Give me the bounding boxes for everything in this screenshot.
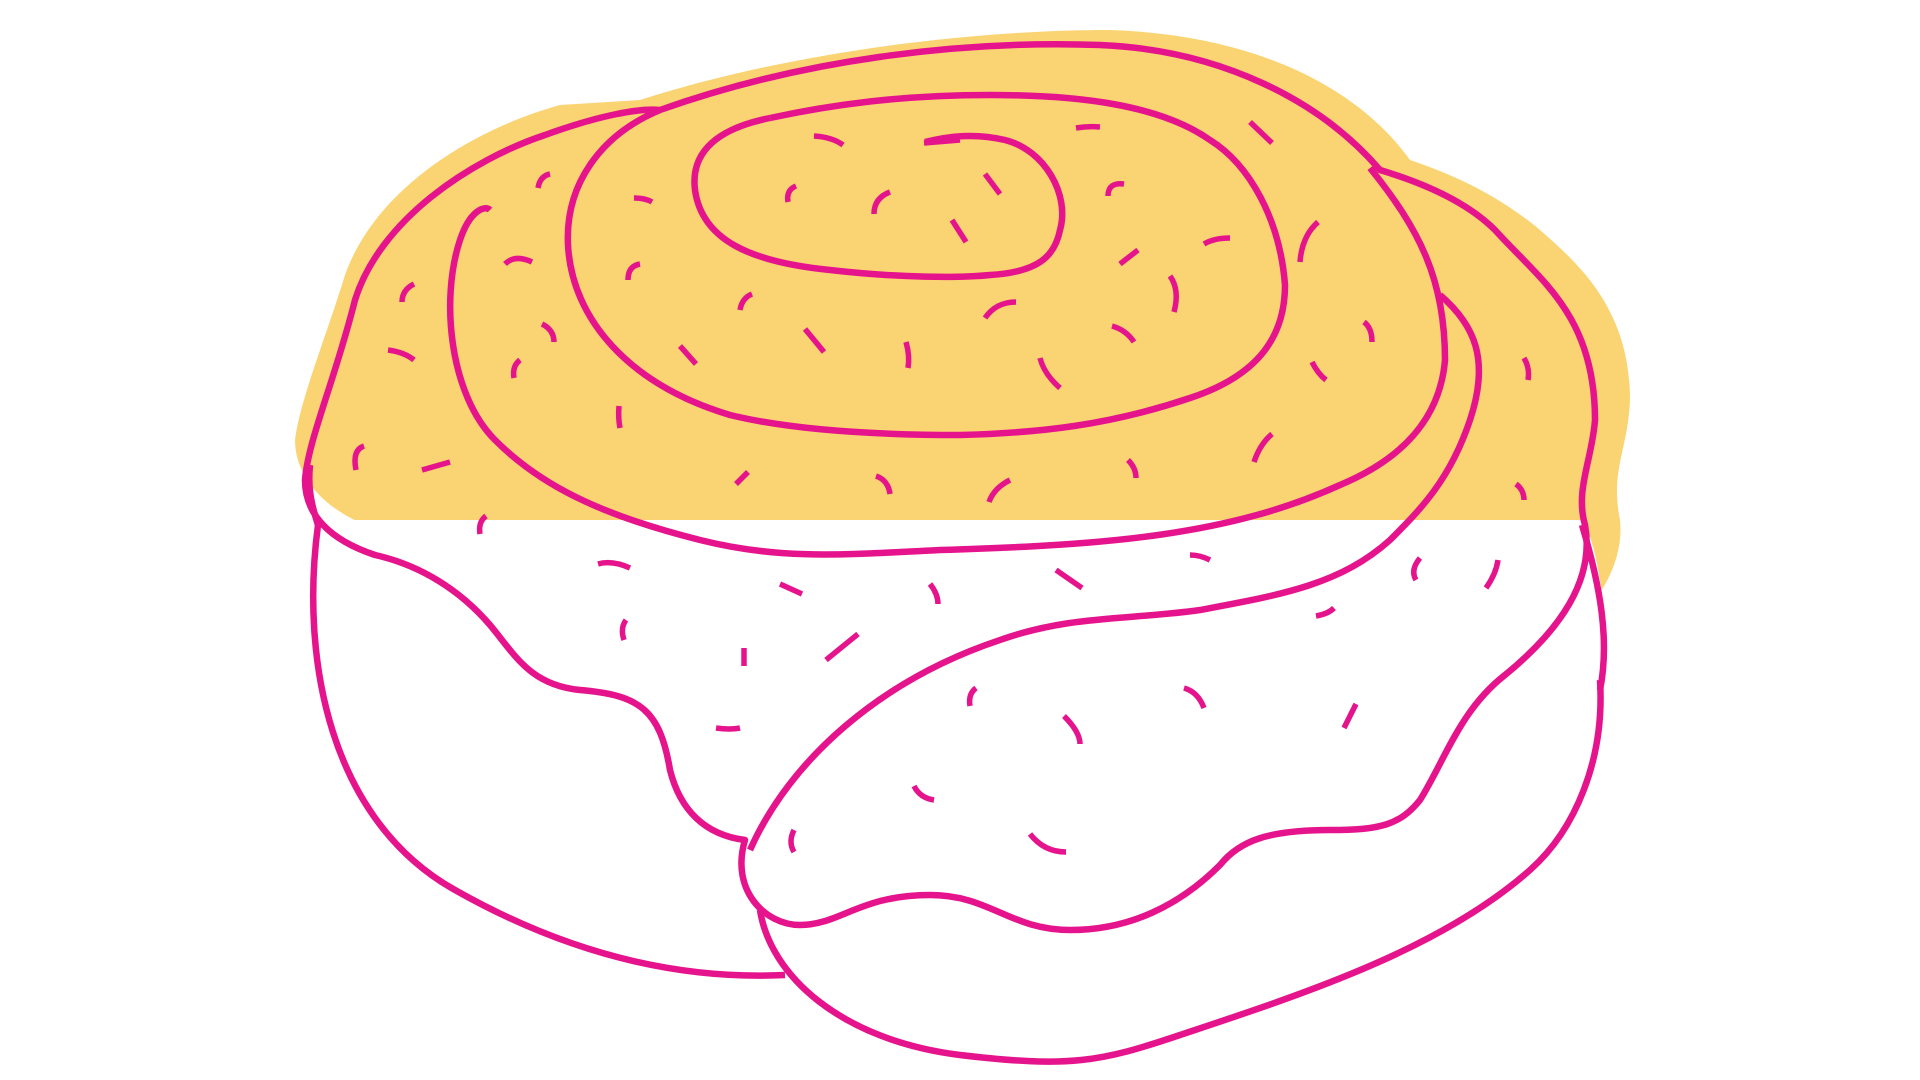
- speckle: [503, 255, 534, 267]
- speckle: [476, 513, 488, 535]
- speckle: [399, 281, 416, 303]
- spiral-ring-middle: [446, 165, 1449, 558]
- speckle: [784, 183, 798, 203]
- speckle: [1075, 123, 1101, 131]
- spiral-ring-inner: [564, 91, 1289, 439]
- speckle: [778, 581, 804, 597]
- speckle: [1202, 235, 1231, 247]
- speckle: [1297, 219, 1320, 263]
- speckle: [421, 459, 451, 473]
- speckle: [737, 291, 754, 311]
- speckle: [625, 261, 641, 281]
- speckle: [1362, 319, 1375, 343]
- bread-side-right: [1578, 524, 1608, 691]
- speckle: [923, 137, 961, 146]
- speckle: [1309, 360, 1328, 383]
- outer-bread: [315, 520, 1606, 1070]
- speckle: [927, 582, 941, 605]
- speckle: [824, 631, 860, 663]
- speckle: [619, 618, 629, 641]
- speckle: [1125, 458, 1139, 479]
- speckle: [1167, 274, 1179, 313]
- speckle: [633, 195, 654, 205]
- speckle: [966, 685, 978, 707]
- bread-left-edge: [306, 464, 322, 526]
- speckle: [1118, 247, 1140, 267]
- bread-bottom-outline-right: [756, 679, 1604, 1065]
- speckle: [1062, 714, 1083, 745]
- speckle: [510, 357, 522, 379]
- bread-bottom-outline: [309, 524, 786, 979]
- speckle: [677, 344, 699, 366]
- speckle: [1111, 323, 1137, 344]
- speckle: [734, 470, 750, 486]
- speckle: [982, 299, 1017, 320]
- speckle: [1037, 357, 1062, 391]
- speckle: [1315, 605, 1336, 619]
- speckle: [802, 327, 827, 354]
- speckle: [352, 443, 366, 471]
- speckle: [982, 172, 1003, 196]
- speckle: [949, 218, 969, 244]
- roll-top-outline: [301, 41, 1599, 934]
- speckle: [715, 725, 741, 732]
- speckle: [1189, 552, 1212, 563]
- speckle: [535, 171, 551, 189]
- speckle: [1054, 567, 1084, 591]
- spiral-ring-outer: [747, 292, 1483, 852]
- speckle: [1341, 702, 1359, 730]
- cinnamon-speckles: [352, 120, 1532, 855]
- speckle: [1248, 120, 1274, 145]
- speckle: [1483, 559, 1501, 590]
- speckle: [1027, 832, 1067, 855]
- speckle: [1251, 431, 1274, 463]
- spiral-center: [691, 114, 1066, 281]
- speckle: [1105, 181, 1125, 197]
- speckle: [788, 828, 797, 854]
- speckle: [540, 321, 557, 343]
- speckle: [597, 559, 632, 571]
- speckle: [911, 784, 935, 803]
- speckle: [903, 341, 912, 369]
- speckle: [615, 405, 623, 429]
- speckle: [874, 473, 893, 495]
- speckle: [387, 347, 416, 363]
- speckle: [813, 133, 845, 148]
- speckle: [871, 189, 892, 215]
- speckle: [1411, 556, 1423, 582]
- speckle: [1183, 685, 1207, 710]
- speckle: [1514, 481, 1527, 501]
- speckle: [986, 477, 1012, 504]
- speckle: [1521, 356, 1532, 381]
